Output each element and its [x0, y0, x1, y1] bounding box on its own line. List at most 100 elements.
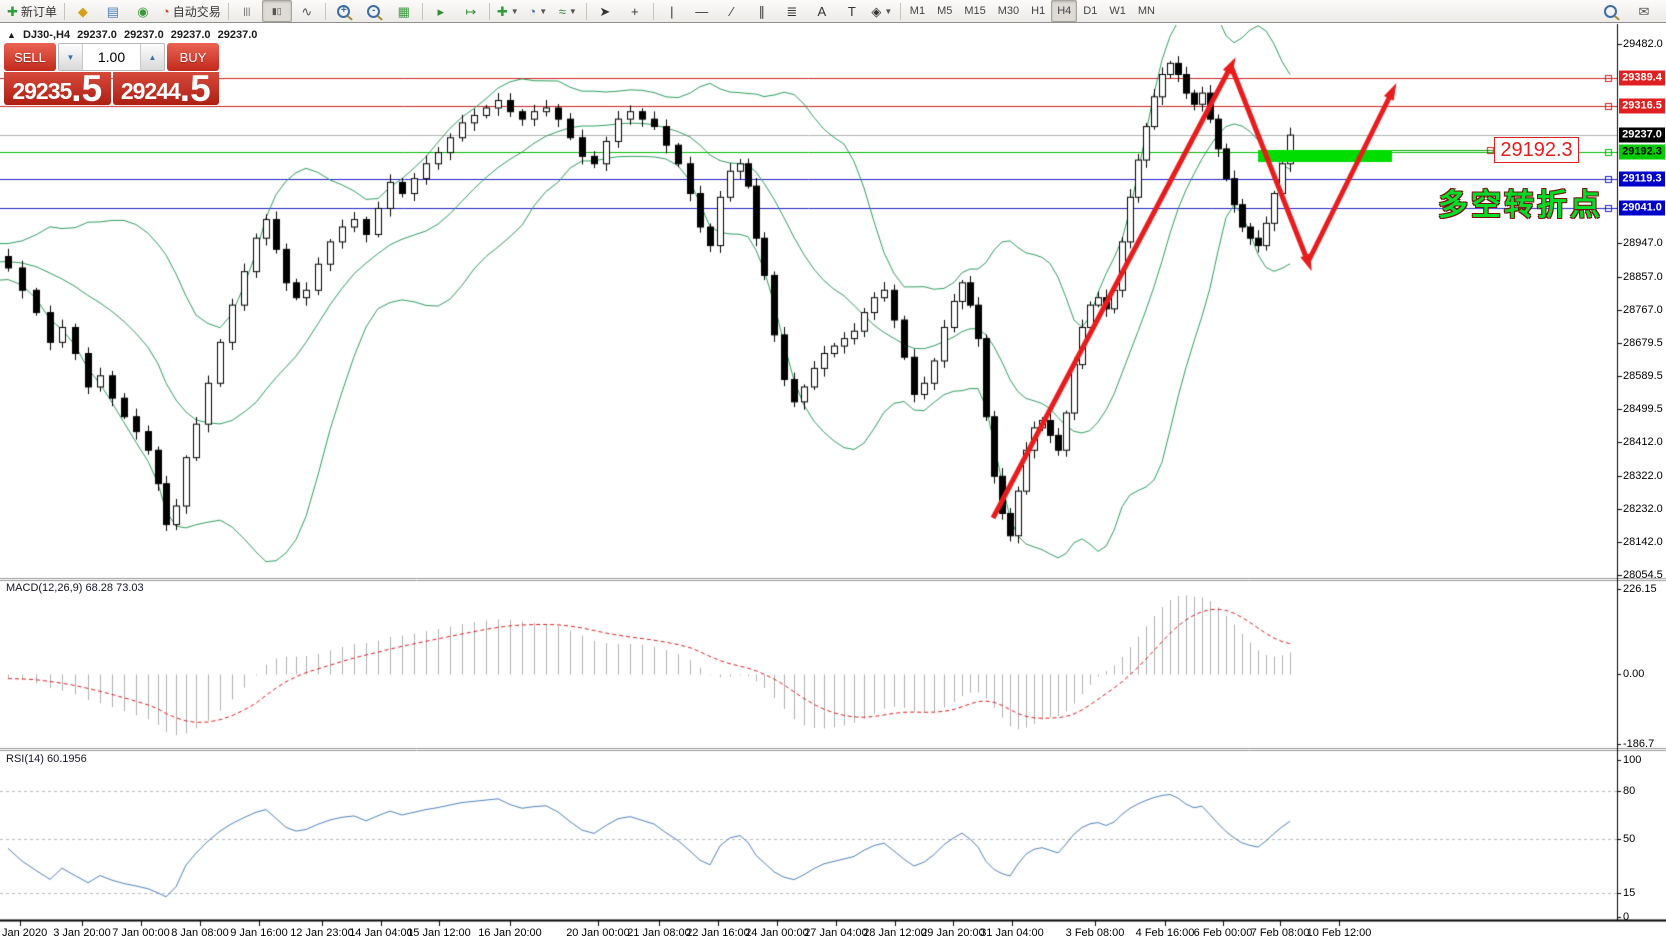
- search-button[interactable]: [1595, 0, 1625, 22]
- periods-icon: ◔: [528, 3, 537, 19]
- chart-symbol-header: ▲ DJ30-,H4 29237.0 29237.0 29237.0 29237…: [7, 29, 261, 41]
- volume-decrease-button[interactable]: ▼: [59, 44, 83, 70]
- tf-M1-button[interactable]: M1: [909, 5, 926, 17]
- price-annotation-box: 29192.3: [1494, 137, 1579, 163]
- toolbar-separator: [899, 2, 901, 20]
- vertical-line-icon: |: [670, 3, 674, 19]
- label-icon: T: [847, 3, 856, 19]
- bars-chart-button[interactable]: |||: [232, 0, 262, 22]
- symbol-period: DJ30-,H4: [22, 29, 71, 41]
- chat-icon: ✉: [1638, 3, 1650, 19]
- periods-dropdown[interactable]: ◔ ▼: [523, 0, 553, 22]
- navigator-icon: ◉: [137, 3, 149, 19]
- zoom-out-button[interactable]: -: [359, 0, 389, 22]
- collapse-panel-icon[interactable]: ▲: [7, 30, 16, 40]
- trendline-button[interactable]: ∕: [717, 0, 747, 22]
- sell-price-frac: .5: [71, 68, 103, 109]
- vertical-line-button[interactable]: |: [657, 0, 687, 22]
- toolbar-separator: [585, 2, 587, 20]
- sell-price-button[interactable]: 29235.5: [4, 68, 111, 109]
- magnifier-icon: [1603, 4, 1617, 18]
- sell-button[interactable]: SELL: [4, 43, 56, 71]
- chart-shift-icon: ↦: [465, 3, 477, 19]
- algo-trading-button[interactable]: ◔ 自动交易: [158, 0, 225, 22]
- chevron-down-icon: ▼: [539, 6, 548, 16]
- toolbar-right-group: ✉: [1595, 0, 1663, 22]
- toolbar-separator: [421, 2, 423, 20]
- indicators-dropdown[interactable]: ≈ ▼: [553, 0, 583, 22]
- magnifier-icon: -: [367, 4, 381, 18]
- tf-M15-button[interactable]: M15: [964, 5, 986, 17]
- data-window-icon: ▤: [106, 3, 120, 19]
- sell-price-main: 29235: [12, 78, 72, 104]
- volume-input[interactable]: 1.00: [83, 44, 140, 70]
- auto-scroll-button[interactable]: ▸: [426, 0, 456, 22]
- chart-shift-button[interactable]: ↦: [456, 0, 486, 22]
- indicators-icon: ≈: [558, 3, 566, 19]
- buy-price-button[interactable]: 29244.5: [112, 70, 219, 107]
- channel-icon: ∥: [758, 3, 766, 19]
- new-order-button[interactable]: ✚ 新订单: [3, 0, 61, 22]
- new-order-icon: ✚: [7, 3, 18, 19]
- market-watch-button[interactable]: ◆: [68, 0, 98, 22]
- ohlc-low: 29237.0: [170, 29, 211, 41]
- fibonacci-icon: ≣: [786, 3, 798, 19]
- text-button[interactable]: A: [807, 0, 837, 22]
- tf-D1-button[interactable]: D1: [1083, 5, 1098, 17]
- zoom-in-button[interactable]: +: [329, 0, 359, 22]
- fibonacci-button[interactable]: ≣: [777, 0, 807, 22]
- candlestick-chart-icon: ▮▯: [271, 5, 282, 16]
- toolbar-separator: [227, 2, 229, 20]
- channel-button[interactable]: ∥: [747, 0, 777, 22]
- cursor-icon: ➤: [599, 3, 611, 19]
- volume-stepper: ▼ 1.00 ▲: [58, 43, 165, 71]
- magnifier-icon: +: [337, 4, 351, 18]
- buy-button[interactable]: BUY: [167, 43, 219, 71]
- data-window-button[interactable]: ▤: [98, 0, 128, 22]
- algo-trading-button-label: 自动交易: [172, 4, 221, 19]
- trendline-icon: ∕: [730, 3, 733, 19]
- line-chart-button[interactable]: ∿: [292, 0, 322, 22]
- label-button[interactable]: T: [837, 0, 867, 22]
- ohlc-close: 29237.0: [217, 29, 258, 41]
- arrows-dropdown[interactable]: ◈ ▼: [867, 0, 897, 22]
- tf-M5-button[interactable]: M5: [937, 5, 953, 17]
- horizontal-line-icon: —: [695, 3, 709, 19]
- toolbar-separator: [324, 2, 326, 20]
- toolbar-separator: [488, 2, 490, 20]
- new-order-dropdown[interactable]: ✚ ▼: [493, 0, 523, 22]
- ohlc-high: 29237.0: [123, 29, 164, 41]
- tf-H4-button[interactable]: H4: [1051, 0, 1078, 22]
- toolbar: ✚ 新订单 ◆ ▤ ◉ ◔ 自动交易 ||| ▮▯ ∿ + - ▦ ▸ ↦ ✚ ▼ ◔ ▼ ≈ ▼ ➤ + | — ∕ ∥ ≣ A T ◈ ▼…: [0, 0, 1666, 23]
- new-order-icon: ✚: [496, 3, 508, 19]
- tf-H1-button[interactable]: H1: [1031, 5, 1046, 17]
- chevron-down-icon: ▼: [510, 6, 519, 16]
- turning-point-annotation: 多空转折点: [1438, 189, 1603, 222]
- navigator-button[interactable]: ◉: [128, 0, 158, 22]
- chat-button[interactable]: ✉: [1629, 0, 1659, 22]
- rsi-indicator-label: RSI(14) 60.1956: [6, 753, 87, 765]
- cursor-button[interactable]: ➤: [590, 0, 620, 22]
- text-icon: A: [817, 3, 827, 19]
- crosshair-icon: +: [631, 3, 639, 19]
- volume-increase-button[interactable]: ▲: [140, 44, 164, 70]
- horizontal-line-button[interactable]: —: [687, 0, 717, 22]
- tf-MN-button[interactable]: MN: [1137, 5, 1155, 17]
- line-chart-icon: ∿: [301, 3, 313, 19]
- chevron-down-icon: ▼: [884, 6, 893, 16]
- buy-price-main: 29244: [120, 78, 181, 104]
- auto-scroll-icon: ▸: [437, 3, 445, 19]
- new-order-button-label: 新订单: [20, 4, 57, 19]
- toolbar-separator: [652, 2, 654, 20]
- crosshair-button[interactable]: +: [620, 0, 650, 22]
- market-watch-icon: ◆: [77, 3, 88, 19]
- algo-trading-icon: ◔: [161, 3, 170, 19]
- tf-W1-button[interactable]: W1: [1109, 5, 1126, 17]
- toolbar-separator: [63, 2, 65, 20]
- tf-M30-button[interactable]: M30: [997, 5, 1020, 17]
- arrows-icon: ◈: [871, 3, 882, 19]
- one-click-trading-panel: SELL ▼ 1.00 ▲ BUY 29235.5 29244.5: [4, 43, 219, 109]
- candlestick-chart-button[interactable]: ▮▯: [261, 0, 292, 22]
- tile-windows-button[interactable]: ▦: [389, 0, 419, 22]
